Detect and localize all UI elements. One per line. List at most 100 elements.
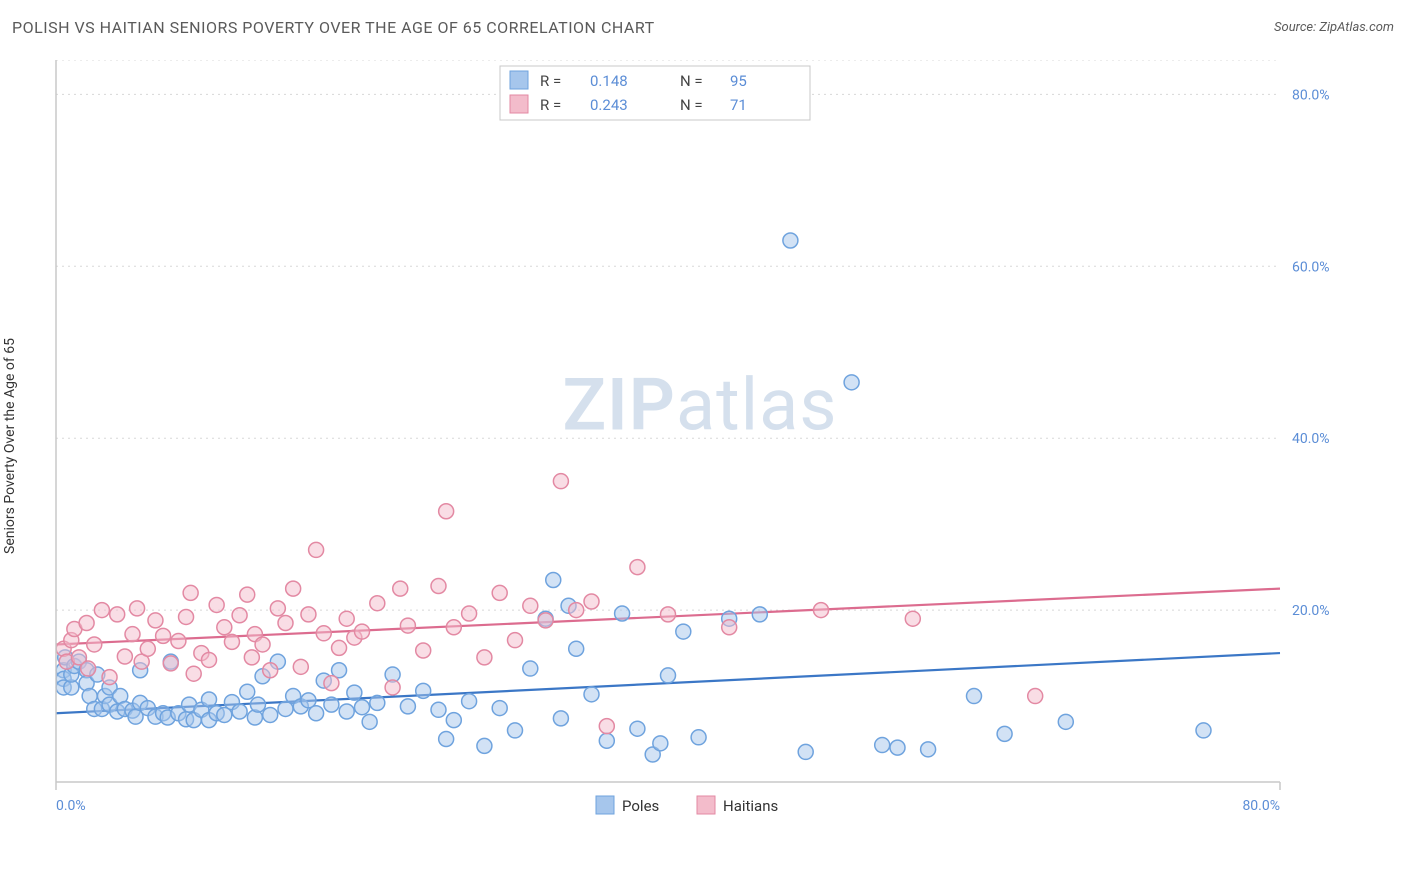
scatter-point	[163, 656, 178, 671]
scatter-point	[202, 692, 217, 707]
scatter-point	[217, 620, 232, 635]
scatter-point	[477, 650, 492, 665]
scatter-point	[355, 624, 370, 639]
scatter-point	[240, 587, 255, 602]
scatter-point	[332, 640, 347, 655]
y-tick-label: 60.0%	[1292, 259, 1330, 275]
scatter-point	[400, 618, 415, 633]
scatter-point	[477, 738, 492, 753]
stats-r-label: R =	[540, 72, 561, 90]
scatter-point	[676, 624, 691, 639]
scatter-point	[293, 659, 308, 674]
stats-r-value: 0.243	[590, 96, 628, 114]
stats-n-value: 71	[730, 96, 747, 114]
scatter-point	[653, 736, 668, 751]
scatter-point	[905, 611, 920, 626]
scatter-point	[997, 726, 1012, 741]
y-tick-label: 80.0%	[1292, 87, 1330, 103]
scatter-point	[148, 613, 163, 628]
scatter-point	[202, 652, 217, 667]
legend-label: Poles	[622, 797, 659, 815]
scatter-point	[462, 606, 477, 621]
scatter-point	[844, 375, 859, 390]
scatter-point	[416, 683, 431, 698]
scatter-point	[110, 607, 125, 622]
scatter-point	[278, 615, 293, 630]
scatter-point	[722, 620, 737, 635]
scatter-point	[921, 742, 936, 757]
scatter-point	[140, 641, 155, 656]
scatter-point	[156, 628, 171, 643]
legend-label: Haitians	[723, 797, 778, 815]
scatter-point	[446, 620, 461, 635]
scatter-point	[81, 661, 96, 676]
scatter-point	[967, 689, 982, 704]
legend-swatch	[596, 796, 614, 814]
scatter-point	[244, 650, 259, 665]
scatter-point	[1028, 689, 1043, 704]
scatter-point	[232, 608, 247, 623]
scatter-point	[462, 694, 477, 709]
scatter-point	[355, 700, 370, 715]
scatter-point	[431, 702, 446, 717]
scatter-point	[523, 661, 538, 676]
scatter-point	[661, 607, 676, 622]
scatter-point	[439, 504, 454, 519]
scatter-point	[250, 697, 265, 712]
scatter-point	[1196, 723, 1211, 738]
scatter-point	[814, 603, 829, 618]
stats-r-value: 0.148	[590, 72, 628, 90]
scatter-point	[186, 666, 201, 681]
scatter-point	[546, 573, 561, 588]
scatter-point	[362, 714, 377, 729]
scatter-chart: ZIPatlas20.0%40.0%60.0%80.0%0.0%80.0%R =…	[50, 60, 1350, 830]
y-axis-label: Seniors Poverty Over the Age of 65	[2, 338, 18, 554]
scatter-point	[783, 233, 798, 248]
scatter-point	[263, 663, 278, 678]
scatter-point	[584, 594, 599, 609]
scatter-point	[492, 585, 507, 600]
scatter-point	[316, 626, 331, 641]
stats-n-label: N =	[680, 96, 703, 114]
scatter-point	[661, 668, 676, 683]
scatter-point	[240, 684, 255, 699]
scatter-point	[324, 676, 339, 691]
scatter-point	[439, 732, 454, 747]
scatter-point	[224, 634, 239, 649]
scatter-point	[890, 740, 905, 755]
legend-swatch	[510, 95, 528, 113]
scatter-point	[416, 643, 431, 658]
scatter-point	[599, 733, 614, 748]
scatter-point	[209, 597, 224, 612]
scatter-point	[125, 627, 140, 642]
scatter-point	[446, 713, 461, 728]
scatter-point	[286, 581, 301, 596]
scatter-point	[584, 687, 599, 702]
scatter-point	[630, 560, 645, 575]
scatter-point	[130, 601, 145, 616]
scatter-point	[492, 701, 507, 716]
source-attribution: Source: ZipAtlas.com	[1274, 20, 1394, 35]
stats-r-label: R =	[540, 96, 561, 114]
scatter-point	[339, 704, 354, 719]
scatter-point	[324, 697, 339, 712]
scatter-point	[309, 706, 324, 721]
scatter-point	[400, 699, 415, 714]
scatter-point	[691, 730, 706, 745]
scatter-point	[431, 579, 446, 594]
scatter-point	[538, 613, 553, 628]
legend-swatch	[697, 796, 715, 814]
scatter-point	[615, 606, 630, 621]
scatter-point	[523, 598, 538, 613]
scatter-point	[232, 704, 247, 719]
scatter-point	[179, 609, 194, 624]
scatter-point	[569, 603, 584, 618]
scatter-point	[875, 738, 890, 753]
scatter-point	[370, 596, 385, 611]
scatter-point	[117, 649, 132, 664]
stats-n-label: N =	[680, 72, 703, 90]
scatter-point	[508, 633, 523, 648]
scatter-point	[79, 615, 94, 630]
scatter-point	[301, 607, 316, 622]
scatter-point	[508, 723, 523, 738]
